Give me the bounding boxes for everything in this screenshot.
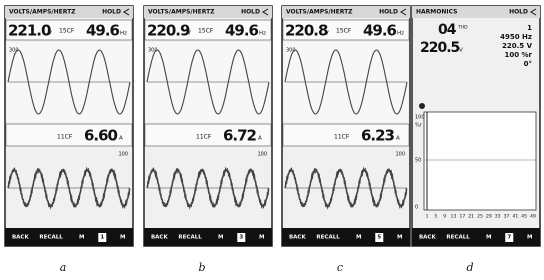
- voltage-value: 220.5: [420, 40, 460, 56]
- current-cf: 11CF: [57, 134, 73, 141]
- current-unit: A: [396, 136, 400, 142]
- menu-button[interactable]: BACK: [419, 235, 436, 241]
- header-status: HOLD: [102, 9, 121, 16]
- x-label: 1: [426, 214, 429, 220]
- x-label: 49: [530, 214, 536, 220]
- current-scale: 100: [395, 152, 405, 158]
- detail-value: 1: [527, 24, 532, 32]
- header-title: HARMONICS: [416, 9, 457, 16]
- thd-value: 04: [438, 22, 457, 38]
- menu-button[interactable]: M: [259, 235, 264, 241]
- header-title: VOLTS/AMPS/HERTZ: [286, 9, 353, 16]
- header-status: HOLD: [509, 9, 528, 16]
- menu-button[interactable]: BACK: [12, 235, 29, 241]
- x-label: 33: [495, 214, 501, 220]
- frequency-value: 49.6: [86, 22, 120, 40]
- voltage-unit: V: [48, 31, 52, 37]
- panel-caption: d: [466, 261, 473, 274]
- current-cf: 11CF: [334, 134, 350, 141]
- current-value: 6.72: [223, 127, 257, 145]
- figure: VOLTS/AMPS/HERTZHOLD221.0V15CF49.6Hz3001…: [0, 0, 544, 280]
- detail-value: 100 %r: [504, 51, 532, 59]
- detail-value: 220.5 V: [502, 42, 533, 50]
- menu-button[interactable]: 5: [377, 235, 381, 241]
- menu-button[interactable]: M: [120, 235, 125, 241]
- panel-caption: a: [60, 261, 67, 274]
- header-status: HOLD: [379, 9, 398, 16]
- y-label: 0: [415, 205, 418, 211]
- x-label: 17: [459, 214, 465, 220]
- current-unit: A: [258, 136, 262, 142]
- frequency-unit: Hz: [397, 31, 404, 37]
- menu-button[interactable]: 3: [239, 235, 243, 241]
- detail-value: 0°: [524, 60, 532, 68]
- current-value: 6.60: [84, 127, 118, 145]
- menu-button[interactable]: 7: [507, 235, 511, 241]
- frequency-value: 49.6: [225, 22, 259, 40]
- voltage-value: 221.0: [8, 22, 51, 40]
- header-title: VOLTS/AMPS/HERTZ: [9, 9, 76, 16]
- voltage-unit: V: [187, 31, 191, 37]
- thd-label: THD: [457, 25, 468, 31]
- header-title: VOLTS/AMPS/HERTZ: [148, 9, 215, 16]
- menu-button[interactable]: RECALL: [316, 235, 340, 241]
- menu-button[interactable]: 1: [100, 235, 104, 241]
- y-label: 100: [415, 115, 425, 121]
- x-label: 29: [486, 214, 492, 220]
- menu-button[interactable]: BACK: [151, 235, 168, 241]
- menu-button[interactable]: M: [527, 235, 532, 241]
- menu-button[interactable]: M: [218, 235, 223, 241]
- voltage-cf: 15CF: [198, 28, 214, 35]
- y-label: %r: [415, 123, 423, 129]
- menu-button[interactable]: M: [486, 235, 491, 241]
- voltage-unit: V: [325, 31, 329, 37]
- panel-caption: b: [198, 261, 205, 274]
- menu-button[interactable]: RECALL: [39, 235, 63, 241]
- x-label: 45: [521, 214, 527, 220]
- x-label: 37: [504, 214, 510, 220]
- current-scale: 100: [257, 152, 267, 158]
- voltage-unit: V: [459, 48, 463, 54]
- voltage-value: 220.8: [285, 22, 328, 40]
- current-cf: 11CF: [196, 134, 212, 141]
- header-status: HOLD: [241, 9, 260, 16]
- menu-button[interactable]: BACK: [289, 235, 306, 241]
- menu-button[interactable]: M: [79, 235, 84, 241]
- voltage-cf: 15CF: [336, 28, 352, 35]
- x-label: 41: [512, 214, 518, 220]
- x-label: 21: [468, 214, 474, 220]
- y-label: 50: [415, 158, 421, 164]
- menu-button[interactable]: M: [397, 235, 402, 241]
- menu-button[interactable]: RECALL: [178, 235, 202, 241]
- frequency-unit: Hz: [120, 31, 127, 37]
- chart-area: [424, 112, 536, 210]
- current-unit: A: [119, 136, 123, 142]
- panel-caption: c: [337, 261, 343, 274]
- x-label: 13: [451, 214, 457, 220]
- frequency-value: 49.6: [363, 22, 397, 40]
- frequency-unit: Hz: [259, 31, 266, 37]
- menu-button[interactable]: RECALL: [446, 235, 470, 241]
- voltage-cf: 15CF: [59, 28, 75, 35]
- x-label: 9: [443, 214, 446, 220]
- cursor-marker: [419, 103, 425, 109]
- current-value: 6.23: [361, 127, 395, 145]
- x-label: 25: [477, 214, 483, 220]
- voltage-value: 220.9: [147, 22, 190, 40]
- current-scale: 100: [118, 152, 128, 158]
- detail-value: 4950 Hz: [500, 33, 532, 41]
- menu-button[interactable]: M: [356, 235, 361, 241]
- x-label: 5: [434, 214, 437, 220]
